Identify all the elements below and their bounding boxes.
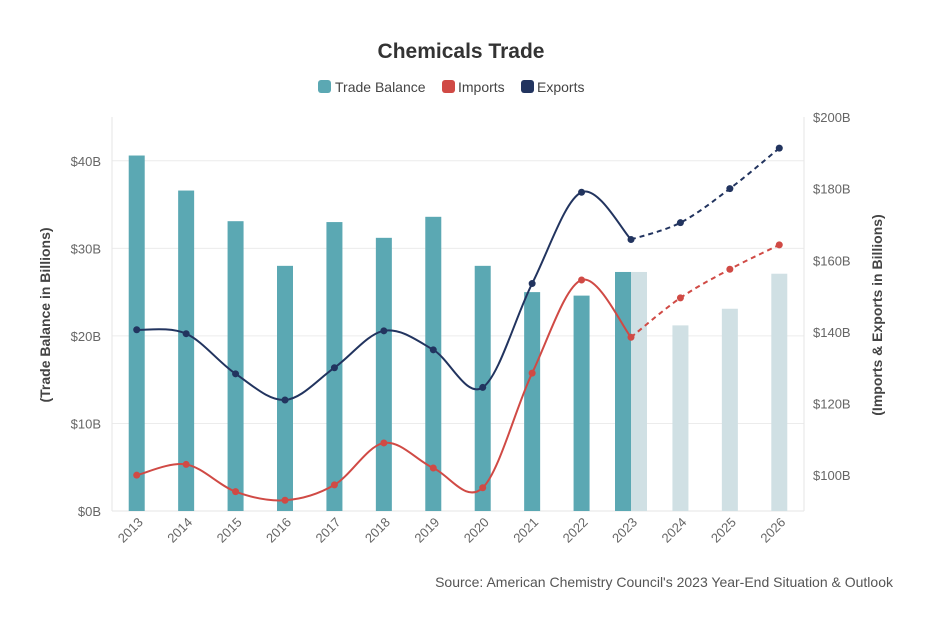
legend-label-exports: Exports	[537, 79, 584, 95]
bar-trade-balance-2014[interactable]	[178, 190, 195, 511]
point-exports-2023[interactable]	[627, 235, 635, 243]
left-tick-label: $40B	[71, 154, 101, 169]
right-tick-label: $200B	[813, 110, 851, 125]
point-exports-2025[interactable]	[726, 185, 734, 193]
point-exports-2014[interactable]	[182, 330, 190, 338]
bar-trade-balance-2025[interactable]	[721, 308, 738, 511]
x-tick-label-2021: 2021	[510, 515, 541, 546]
legend-item-trade-balance[interactable]: Trade Balance	[318, 79, 426, 95]
point-exports-2013[interactable]	[133, 326, 141, 334]
x-tick-label-2013: 2013	[115, 515, 146, 546]
x-tick-label-2024: 2024	[658, 515, 689, 546]
line-exports-projection	[630, 147, 780, 241]
point-imports-2026[interactable]	[775, 241, 783, 249]
chart-title: Chemicals Trade	[378, 40, 545, 63]
bar-trade-balance-2019[interactable]	[425, 216, 442, 511]
point-imports-2024[interactable]	[676, 294, 684, 302]
bar-trade-balance-2023[interactable]	[615, 271, 631, 511]
point-exports-2016[interactable]	[281, 396, 289, 404]
point-imports-2019[interactable]	[429, 464, 437, 472]
point-imports-2023[interactable]	[627, 333, 635, 341]
point-exports-2017[interactable]	[330, 364, 338, 372]
right-axis-ticks: $100B $120B $140B $160B $180B $200B	[813, 110, 851, 483]
legend-label-imports: Imports	[458, 79, 505, 95]
left-tick-label: $30B	[71, 241, 101, 256]
left-tick-label: $10B	[71, 416, 101, 431]
left-tick-label: $20B	[71, 329, 101, 344]
point-imports-2013[interactable]	[133, 471, 141, 479]
point-imports-2016[interactable]	[281, 496, 289, 504]
x-tick-label-2016: 2016	[263, 515, 294, 546]
x-tick-label-2017: 2017	[312, 515, 343, 546]
point-exports-2020[interactable]	[479, 383, 487, 391]
gridlines	[111, 117, 805, 512]
bar-trade-balance-2023-projection[interactable]	[631, 271, 647, 511]
right-tick-label: $180B	[813, 182, 851, 197]
legend-item-imports[interactable]: Imports	[442, 79, 505, 95]
legend-label-trade-balance: Trade Balance	[335, 79, 426, 95]
bar-trade-balance-2022[interactable]	[573, 295, 590, 511]
x-tick-label-2018: 2018	[362, 515, 393, 546]
bar-trade-balance-2015[interactable]	[227, 221, 244, 512]
point-imports-2017[interactable]	[330, 481, 338, 489]
legend-swatch-exports	[521, 80, 534, 93]
x-tick-label-2023: 2023	[609, 515, 640, 546]
x-tick-label-2020: 2020	[461, 515, 492, 546]
bar-trade-balance-2018[interactable]	[375, 237, 392, 511]
line-exports	[136, 190, 632, 401]
line-imports-projection	[630, 243, 780, 339]
left-tick-label: $0B	[78, 504, 101, 519]
x-tick-label-2022: 2022	[560, 515, 591, 546]
x-tick-label-2026: 2026	[757, 515, 788, 546]
point-exports-2024[interactable]	[676, 219, 684, 227]
point-exports-2018[interactable]	[380, 327, 388, 335]
source-note: Source: American Chemistry Council's 202…	[435, 574, 894, 590]
right-tick-label: $160B	[813, 253, 851, 268]
point-exports-2021[interactable]	[528, 280, 536, 288]
points	[133, 144, 783, 504]
legend-swatch-imports	[442, 80, 455, 93]
bar-trade-balance-2016[interactable]	[277, 265, 293, 511]
x-tick-label-2014: 2014	[164, 515, 195, 546]
point-exports-2019[interactable]	[429, 346, 437, 354]
right-tick-label: $120B	[813, 397, 851, 412]
right-tick-label: $100B	[813, 468, 851, 483]
right-axis-title: (Imports & Exports in Billions)	[869, 214, 885, 415]
point-imports-2020[interactable]	[479, 484, 487, 492]
bars-trade-balance	[128, 155, 788, 512]
legend-swatch-trade-balance	[318, 80, 331, 93]
bar-trade-balance-2024[interactable]	[672, 325, 689, 511]
x-axis-ticks: 2013 2014 2015 2016 2017 2018 2019 2020 2021 2022…	[115, 515, 789, 546]
point-imports-2018[interactable]	[380, 439, 388, 447]
bar-trade-balance-2013[interactable]	[128, 155, 145, 511]
bar-trade-balance-2021[interactable]	[524, 292, 541, 511]
point-exports-2022[interactable]	[578, 188, 586, 196]
point-exports-2015[interactable]	[232, 370, 240, 378]
left-axis-title: (Trade Balance in Billions)	[37, 227, 53, 402]
legend: Trade Balance Imports Exports	[318, 79, 584, 95]
left-axis-ticks: $0B $10B $20B $30B $40B	[71, 154, 101, 519]
x-tick-label-2015: 2015	[214, 515, 245, 546]
point-imports-2015[interactable]	[232, 488, 240, 496]
x-tick-label-2025: 2025	[708, 515, 739, 546]
point-exports-2026[interactable]	[775, 144, 783, 152]
point-imports-2014[interactable]	[182, 460, 190, 468]
bar-trade-balance-2026[interactable]	[771, 273, 788, 511]
legend-item-exports[interactable]: Exports	[521, 79, 584, 95]
point-imports-2025[interactable]	[726, 265, 734, 273]
right-tick-label: $140B	[813, 325, 851, 340]
x-tick-label-2019: 2019	[411, 515, 442, 546]
point-imports-2022[interactable]	[578, 276, 586, 284]
point-imports-2021[interactable]	[528, 369, 536, 377]
